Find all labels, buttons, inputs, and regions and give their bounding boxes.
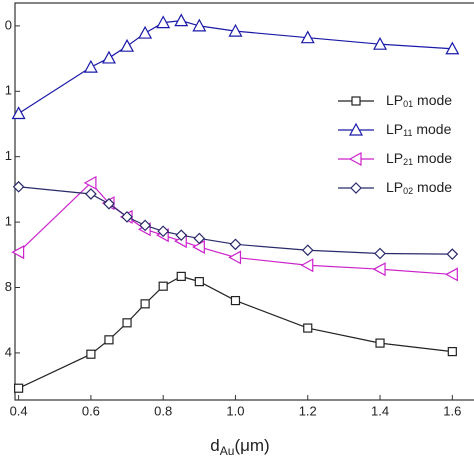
legend-label: LP11 mode [386,121,452,139]
marker [375,338,385,348]
marker [446,248,459,260]
marker [228,250,242,265]
legend-rest: mode [413,92,452,108]
legend-rest: mode [412,121,451,137]
marker [192,239,205,254]
marker [229,238,242,251]
marker [374,247,386,260]
marker [373,36,388,50]
marker [121,211,133,223]
x-tick-label: 0.8 [154,403,172,418]
marker [86,349,96,359]
legend-rest: mode [413,179,452,195]
marker [101,50,116,64]
x-label-rest: (μm) [234,436,269,455]
x-tick-label: 1.6 [443,403,461,418]
marker [175,229,188,242]
x-tick-label: 1.0 [226,403,244,418]
marker [140,299,150,309]
marker [447,347,457,357]
y-tick-label: 0 [5,17,12,32]
marker [350,182,362,194]
x-tick-label: 0.4 [10,403,28,418]
marker [194,277,204,287]
legend-label: LP02 mode [386,179,452,197]
marker [348,122,364,136]
legend-box [328,86,474,204]
marker [157,225,170,238]
marker [348,151,362,167]
marker [303,323,313,333]
x-tick-label: 1.4 [371,403,389,418]
legend-sub: 21 [403,157,413,167]
marker [300,30,315,44]
legend-label: LP01 mode [386,92,452,110]
marker [156,15,171,29]
y-tick-label: 4 [5,344,12,359]
legend-name: LP [386,179,403,195]
marker [176,271,186,281]
legend-name: LP [386,150,403,166]
marker [301,244,314,257]
plot-frame [14,2,474,401]
marker [83,175,97,190]
y-tick-label: 1 [5,214,12,229]
x-tick-label: 0.6 [82,403,100,418]
marker [445,41,460,55]
y-tick-label: 8 [5,279,12,294]
legend-name: LP [386,92,403,108]
legend-sub: 01 [403,99,413,109]
marker [85,188,97,200]
marker [122,318,132,328]
marker [228,23,243,37]
marker [138,25,153,39]
x-label-main: d [210,436,219,455]
marker [139,219,151,232]
marker [351,96,361,106]
marker [230,295,241,306]
marker [300,258,314,273]
x-axis-label: dAu(μm) [210,436,269,458]
marker [104,335,114,345]
marker [192,18,207,32]
marker [14,383,24,393]
x-label-sub: Au [220,444,235,458]
marker [372,262,386,277]
legend-name: LP [386,121,403,137]
marker [158,281,168,291]
series-line [18,275,453,389]
marker [174,13,189,27]
marker [12,180,25,193]
y-tick-label: 1 [5,148,12,163]
marker [11,245,25,260]
marker [11,106,26,120]
series-line [18,181,453,276]
legend-rest: mode [413,150,452,166]
y-tick-label: 1 [5,83,12,98]
legend-label: LP21 mode [386,150,452,168]
x-tick-label: 1.2 [299,403,317,418]
marker [120,38,135,52]
legend-sub: 11 [403,128,412,138]
marker [193,232,206,245]
legend-sub: 02 [403,186,413,196]
marker [83,59,98,73]
marker [445,267,458,282]
marker [103,197,115,210]
